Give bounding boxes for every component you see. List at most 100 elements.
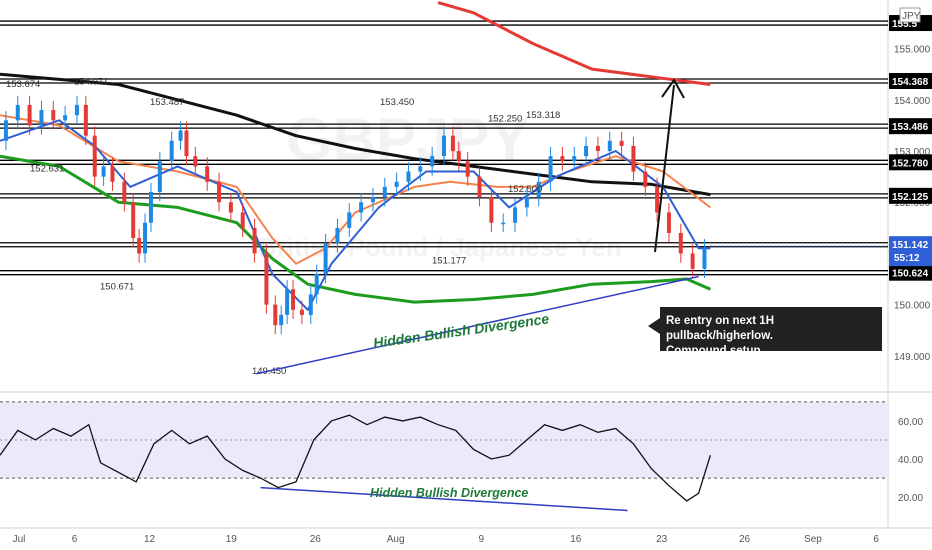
candle-body (92, 135, 97, 177)
candle-body (406, 171, 411, 182)
candle-body (619, 140, 624, 146)
candle-body (131, 202, 136, 239)
price-annotation-label: 153.487 (150, 97, 184, 108)
candle-body (678, 232, 683, 254)
symbol-badge-text: JPY (902, 11, 921, 22)
candle-body (137, 238, 142, 254)
level-price-tag (889, 264, 932, 281)
price-annotation-label: 154.071 (74, 76, 108, 87)
candle-body (560, 156, 565, 162)
time-axis-tick: 19 (226, 534, 238, 545)
candle-body (323, 243, 328, 274)
candle-body (314, 273, 319, 295)
price-annotation-label: 152.250 (488, 113, 522, 124)
moving-average-1 (0, 72, 711, 197)
candle-body (15, 104, 20, 121)
moving-average-0 (437, 1, 711, 86)
candle-body (63, 115, 68, 121)
candle-body (110, 166, 115, 182)
candle-body (489, 197, 494, 223)
candle-body (273, 304, 278, 326)
price-annotation-label: 150.671 (100, 281, 134, 292)
candle-body (83, 104, 88, 136)
price-annotation-label: 152.631 (30, 164, 64, 175)
candle-body (335, 227, 340, 244)
level-price-tag (889, 154, 932, 171)
price-annotation-label: 153.674 (6, 79, 40, 90)
moving-average-3 (0, 154, 711, 304)
callout-line-1: Re entry on next 1H pullback/higherlow. (666, 315, 774, 342)
candle-body (394, 181, 399, 187)
level-price-tag (889, 72, 932, 89)
price-axis-tick: 150.000 (894, 301, 931, 312)
time-axis-tick: 23 (656, 534, 668, 545)
rsi-axis-tick: 40.00 (898, 455, 923, 466)
rsi-axis-tick: 60.00 (898, 417, 923, 428)
candle-body (39, 110, 44, 126)
candle-body (643, 171, 648, 187)
price-annotation-label: 151.177 (432, 256, 466, 267)
current-price-tag (889, 236, 932, 267)
candle-body (252, 227, 257, 254)
rsi-divergence-line (260, 486, 628, 512)
time-axis-tick: Sep (804, 534, 822, 545)
candle-body (157, 161, 162, 192)
candle-body (308, 294, 313, 315)
candle-body (548, 156, 553, 182)
price-annotation-label: 153.318 (526, 110, 560, 121)
candle-body (205, 166, 210, 182)
candle-body (291, 289, 296, 310)
candle-body (524, 197, 529, 208)
level-price-tag-text: 152.780 (892, 158, 929, 169)
level-price-tag-text: 155.5 (892, 19, 917, 30)
level-price-tag-text: 152.125 (892, 192, 929, 203)
candle-body (148, 192, 153, 223)
time-axis-tick: 16 (570, 534, 582, 545)
candle-body (382, 186, 387, 198)
trade-note-callout: Re entry on next 1H pullback/higherlow. … (660, 307, 882, 357)
candle-body (74, 104, 79, 116)
candle-body (228, 202, 233, 213)
candle-countdown: 55:12 (894, 253, 920, 264)
candle-body (702, 248, 707, 269)
time-axis-tick: 26 (739, 534, 751, 545)
projection-arrow-head (661, 78, 685, 99)
rsi-line (0, 414, 712, 502)
candle-body (299, 309, 304, 315)
candle-body (347, 212, 352, 228)
candle-body (666, 212, 671, 233)
time-axis-tick: 26 (310, 534, 322, 545)
price-axis-tick: 149.000 (894, 352, 931, 363)
projection-arrow-shaft (654, 84, 675, 253)
candle-body (240, 212, 245, 228)
price-divergence-label: Hidden Bullish Divergence (372, 310, 550, 351)
time-axis-tick: 12 (144, 534, 156, 545)
candle-body (169, 140, 174, 162)
price-axis-tick: 154.000 (894, 96, 931, 107)
rsi-divergence-label: Hidden Bullish Divergence (370, 486, 528, 500)
candle-body (456, 151, 461, 162)
candle-body (370, 197, 375, 203)
candle-body (572, 156, 577, 162)
candle-body (501, 222, 506, 225)
candle-body (27, 104, 32, 126)
current-price-value: 151.142 (892, 240, 929, 251)
candle-body (690, 253, 695, 269)
level-price-tag-text: 153.486 (892, 122, 929, 133)
candle-body (477, 176, 482, 198)
price-axis-tick: 153.000 (894, 147, 931, 158)
candle-body (217, 181, 222, 203)
candle-body (465, 161, 470, 177)
time-axis-tick: 9 (478, 534, 484, 545)
price-annotation-label: 152.500 (508, 184, 542, 195)
rsi-band (0, 401, 888, 479)
price-annotation-label: 153.450 (380, 97, 414, 108)
candle-body (513, 207, 518, 223)
candle-body (607, 140, 612, 152)
candle-body (584, 145, 589, 157)
time-axis-tick: 6 (72, 534, 78, 545)
symbol-badge (899, 7, 921, 23)
candle-body (178, 130, 183, 141)
candle-body (264, 253, 269, 305)
